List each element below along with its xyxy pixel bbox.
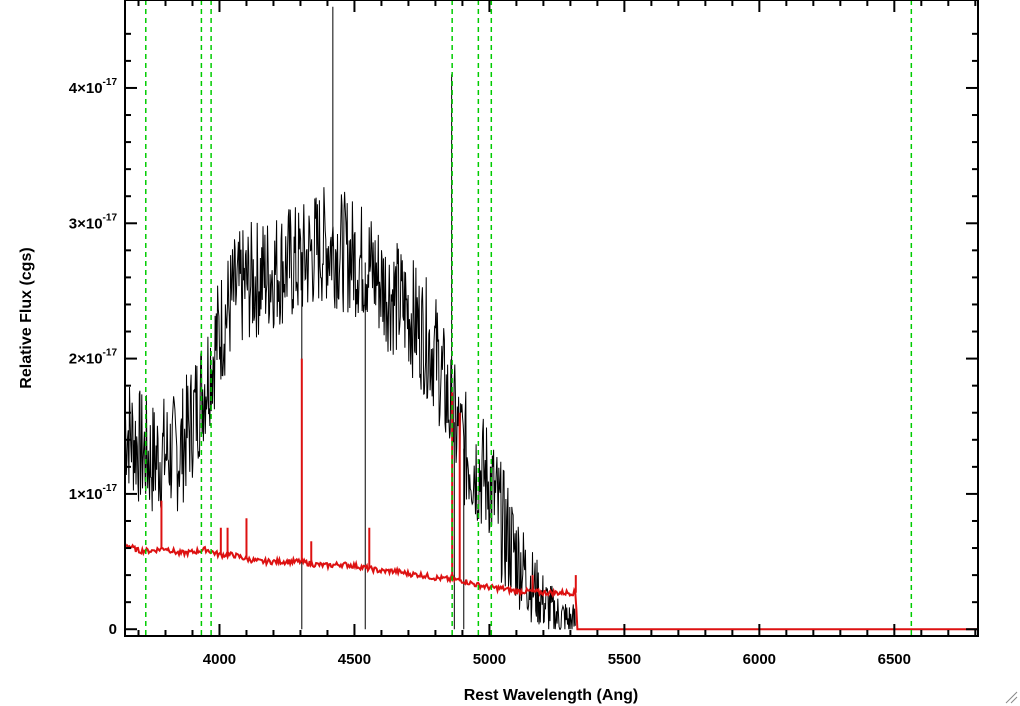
y-tick-label: 4×10-17 xyxy=(69,77,118,97)
series-line xyxy=(124,187,576,630)
y-tick-label: 2×10-17 xyxy=(69,348,118,368)
plot-frame xyxy=(124,0,979,637)
x-tick-label: 5500 xyxy=(608,651,641,668)
y-tick-label: 1×10-17 xyxy=(69,483,118,503)
x-tick-label: 4500 xyxy=(338,651,371,668)
x-tick-label: 6500 xyxy=(878,651,911,668)
y-tick-label: 3×10-17 xyxy=(69,212,118,232)
y-axis-title: Relative Flux (cgs) xyxy=(18,247,35,388)
x-tick-label: 4000 xyxy=(203,651,236,668)
y-tick-label: 0 xyxy=(109,621,117,638)
x-axis-title: Rest Wavelength (Ang) xyxy=(464,687,639,704)
x-tick-label: 6000 xyxy=(743,651,776,668)
series-layer xyxy=(124,6,978,631)
x-tick-label: 5000 xyxy=(473,651,506,668)
resize-grip-icon[interactable] xyxy=(1004,690,1018,704)
emission-line-markers xyxy=(145,0,913,636)
series-line xyxy=(124,542,978,631)
